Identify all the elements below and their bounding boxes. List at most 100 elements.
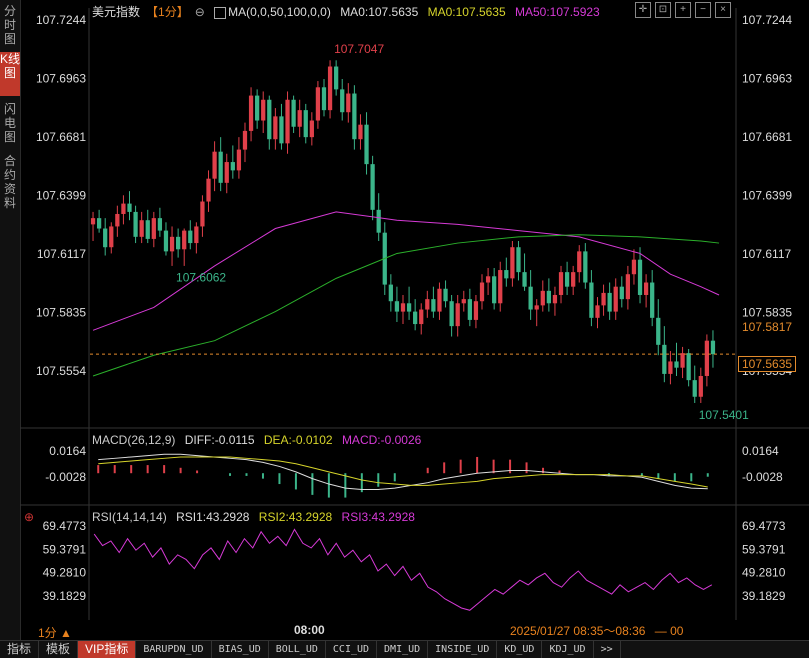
zoom-icon[interactable]: ⊡ (655, 2, 671, 18)
minus-icon[interactable]: − (695, 2, 711, 18)
candle-body (127, 203, 132, 212)
candle-body (309, 120, 314, 138)
candle-body (267, 99, 272, 140)
macd-value: MACD:-0.0026 (341, 433, 422, 447)
plus-icon[interactable]: + (675, 2, 691, 18)
rsi-params: RSI(14,14,14) (92, 510, 167, 524)
candle-body (413, 311, 418, 325)
candle-body (564, 272, 570, 287)
tab-dmi[interactable]: DMI_UD (377, 641, 429, 658)
candle-body (656, 317, 661, 345)
candle-body (698, 375, 703, 397)
y-tick-label-right: 107.6963 (742, 71, 792, 85)
rsi-settings-icon[interactable]: ⊕ (24, 510, 35, 524)
tab-kdj[interactable]: KDJ_UD (542, 641, 594, 658)
macd-header: MACD(26,12,9) DIFF:-0.0115 DEA:-0.0102 M… (92, 433, 427, 447)
macd-params: MACD(26,12,9) (92, 433, 176, 447)
tab-vip-indicators[interactable]: VIP指标 (78, 641, 137, 658)
tab-contract-info[interactable]: 合约资料 (3, 154, 16, 210)
candle-body (692, 380, 697, 397)
chart-toolbar: ✛ ⊡ + − × (635, 2, 731, 18)
candle-body (473, 301, 479, 320)
period-indicator[interactable]: 1分 ▲ (38, 626, 72, 640)
tab-flash-chart[interactable]: 闪电图 (3, 102, 16, 144)
candle-body (510, 247, 515, 279)
tab-cci[interactable]: CCI_UD (326, 641, 378, 658)
candle-body (139, 220, 144, 237)
candle-body (583, 251, 588, 283)
candle-body (558, 272, 564, 295)
candle-body (425, 299, 430, 310)
y-tick-label-left: 107.6399 (36, 189, 86, 203)
candle-body (552, 294, 558, 304)
tab-inside[interactable]: INSIDE_UD (428, 641, 498, 658)
y-tick-label-left: 107.5554 (36, 364, 86, 378)
tab-templates[interactable]: 模板 (39, 641, 79, 658)
y-tick-label-left: 107.7244 (36, 13, 86, 27)
candle-body (710, 340, 716, 355)
candle-body (437, 288, 442, 312)
candle-body (352, 93, 357, 140)
candle-body (406, 303, 412, 312)
candle-body (650, 282, 655, 318)
tab-time-chart[interactable]: 分时图 (3, 4, 16, 46)
tab-barupdn[interactable]: BARUPDN_UD (136, 641, 212, 658)
crosshair-icon[interactable]: ✛ (635, 2, 651, 18)
candle-body (169, 236, 175, 252)
y-tick-label-left: 107.5835 (36, 306, 86, 320)
candle-body (461, 299, 466, 304)
period-label[interactable]: 【1分】 (146, 5, 189, 19)
candle-body (115, 213, 120, 227)
candle-body (467, 299, 472, 320)
candle-body (109, 226, 114, 248)
y-tick-label-left: 107.6963 (36, 71, 86, 85)
candle-body (200, 201, 205, 227)
tab-kd[interactable]: KD_UD (497, 641, 543, 658)
tab-indicators[interactable]: 指标 (0, 641, 40, 658)
ma-icon[interactable] (214, 6, 227, 19)
symbol-name: 美元指数 (92, 5, 141, 19)
macd-diff: DIFF:-0.0115 (184, 433, 255, 447)
close-icon[interactable]: × (715, 2, 731, 18)
y-tick-label-right: 107.7244 (742, 13, 792, 27)
rsi1-value: RSI1:43.2928 (176, 510, 250, 524)
candle-body (589, 282, 594, 318)
candle-body (546, 290, 551, 304)
candle-body (285, 99, 290, 144)
candle-body (419, 309, 424, 325)
tab-bias[interactable]: BIAS_UD (212, 641, 269, 658)
candle-body (103, 228, 108, 248)
rsi-y-tick-right: 39.1829 (742, 589, 786, 603)
ma-line-ma50 (92, 211, 720, 331)
rsi-header: ⊕ (24, 510, 40, 524)
left-sidebar: 分时图 K线图 闪电图 合约资料 (0, 0, 21, 640)
tab-more[interactable]: >> (594, 641, 621, 658)
candle-body (376, 209, 381, 233)
tab-kline-chart[interactable]: K线图 (0, 52, 20, 96)
rsi3-value: RSI3:43.2928 (341, 510, 415, 524)
candle-body (248, 95, 254, 131)
candle-body (303, 110, 308, 138)
candle-body (668, 361, 673, 374)
candle-body (157, 218, 163, 231)
candle-body (625, 274, 631, 300)
candle-body (631, 259, 637, 275)
candle-body (479, 282, 485, 302)
candle-body (601, 292, 606, 306)
candle-body (662, 344, 667, 374)
y-tick-label-right: 107.6681 (742, 130, 792, 144)
chart-canvas[interactable]: 107.7244 107.7244 107.6963 107.6963 107.6681… (20, 0, 809, 640)
candle-body (619, 286, 624, 300)
ma-params: MA(0,0,50,100,0,0) (228, 5, 331, 19)
candle-body (540, 290, 545, 306)
y-tick-label-right: 107.5835 (742, 306, 792, 320)
candle-body (643, 282, 649, 295)
settings-icon[interactable]: ⊖ (194, 5, 205, 19)
candle-body (394, 301, 400, 312)
candle-body (485, 276, 491, 283)
y-tick-label-right: 107.6117 (742, 247, 791, 261)
tab-boll[interactable]: BOLL_UD (269, 641, 326, 658)
candle-body (315, 87, 321, 121)
y-tick-label-left: 107.6117 (37, 247, 86, 261)
candle-body (340, 89, 345, 113)
